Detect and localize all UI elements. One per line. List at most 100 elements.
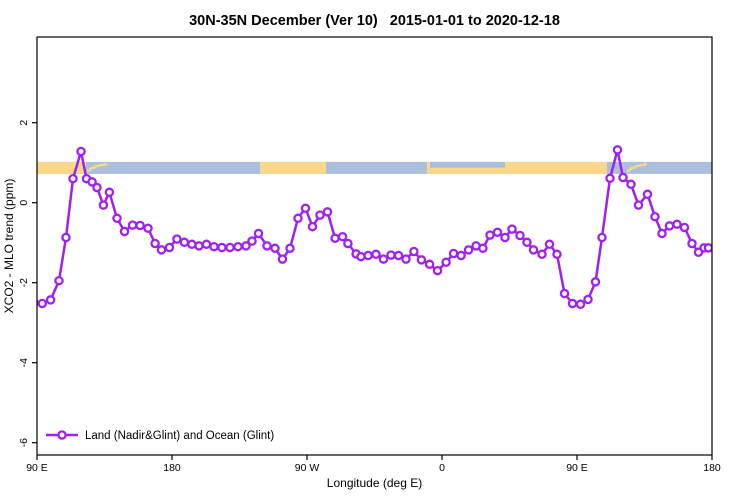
map-band-island <box>637 164 640 168</box>
map-band-land <box>260 161 327 174</box>
legend: Land (Nadir&Glint) and Ocean (Glint) <box>46 430 274 442</box>
axes-layer: 90 E 180 90 W 0 90 E 180 2 0 -2 -4 -6 <box>18 36 721 474</box>
data-point <box>626 179 636 190</box>
data-point <box>371 249 381 260</box>
data-point <box>92 182 102 193</box>
y-axis-title: XCO2 - MLO trend (ppm) <box>2 179 16 314</box>
data-point <box>544 239 555 250</box>
data-point <box>605 173 615 184</box>
data-point <box>448 248 459 259</box>
x-tick-label: 90 W <box>295 462 320 474</box>
data-point <box>87 177 97 187</box>
y-tick-label: -2 <box>18 278 30 287</box>
data-point <box>285 243 295 254</box>
data-point <box>522 237 532 248</box>
data-point <box>293 213 303 224</box>
data-point <box>363 250 373 261</box>
data-point <box>54 275 64 286</box>
data-point <box>618 172 628 183</box>
data-point <box>507 224 517 234</box>
y-tick-label: -6 <box>18 438 30 447</box>
data-point <box>672 219 682 230</box>
data-series-layer <box>37 145 712 310</box>
data-point <box>432 265 443 276</box>
data-point <box>416 255 427 265</box>
data-point <box>45 295 56 305</box>
data-point <box>209 241 219 252</box>
data-point <box>37 298 48 309</box>
map-band-land <box>37 161 87 174</box>
data-point <box>559 288 570 299</box>
data-point <box>552 249 562 260</box>
map-band-island <box>628 167 632 171</box>
data-point <box>307 221 318 232</box>
data-point <box>441 257 451 268</box>
x-tick-label: 0 <box>439 462 445 474</box>
data-point <box>515 230 525 241</box>
data-point <box>567 298 578 309</box>
data-point <box>300 203 311 214</box>
data-point <box>633 200 644 210</box>
data-point <box>330 233 340 244</box>
data-point <box>687 238 697 249</box>
data-point <box>164 242 175 253</box>
data-point <box>424 259 435 270</box>
data-point <box>337 231 348 242</box>
data-point <box>463 245 474 255</box>
data-point <box>247 236 257 246</box>
legend-marker-icon <box>57 430 67 440</box>
data-point <box>156 245 167 255</box>
map-band-mediterranean <box>430 161 505 168</box>
data-point <box>456 250 466 261</box>
data-point <box>612 145 623 155</box>
data-point <box>135 220 145 231</box>
y-tick-label: 0 <box>18 200 30 206</box>
x-tick-label: 180 <box>703 462 721 474</box>
data-point <box>583 294 593 305</box>
data-point <box>253 228 264 239</box>
plot-border <box>36 36 713 456</box>
data-point <box>657 228 667 239</box>
data-point <box>478 243 488 254</box>
chart-title: 30N-35N December (Ver 10) 2015-01-01 to … <box>189 13 560 29</box>
data-point <box>679 222 690 233</box>
map-band-island <box>638 163 642 167</box>
map-band-island <box>631 166 634 170</box>
data-point <box>179 237 190 248</box>
data-point <box>590 277 601 287</box>
data-point <box>650 211 660 222</box>
data-point <box>68 173 78 184</box>
map-band-island <box>641 163 645 167</box>
data-point <box>119 226 130 237</box>
data-point <box>98 200 109 210</box>
map-band-island <box>97 164 100 168</box>
data-point <box>194 241 204 251</box>
data-point <box>322 207 333 217</box>
data-point <box>378 254 389 264</box>
data-point <box>127 220 138 230</box>
data-point <box>233 241 243 252</box>
data-point <box>76 146 86 157</box>
map-band <box>37 161 712 174</box>
map-band-island <box>643 163 647 166</box>
y-tick-label: -4 <box>18 358 30 367</box>
data-point <box>201 239 212 250</box>
data-point <box>343 238 353 249</box>
map-band-island <box>632 166 636 169</box>
data-point <box>386 250 396 260</box>
map-band-island <box>98 163 102 167</box>
map-band-island <box>91 166 94 170</box>
data-point <box>575 299 586 310</box>
data-point <box>528 245 539 255</box>
data-point <box>401 254 411 264</box>
data-point <box>703 243 712 253</box>
data-point <box>143 223 153 234</box>
data-point <box>241 241 251 251</box>
map-band-island <box>101 163 105 167</box>
data-point <box>277 254 288 264</box>
data-point <box>172 234 182 244</box>
x-tick-label: 180 <box>163 462 181 474</box>
data-point <box>642 189 653 200</box>
